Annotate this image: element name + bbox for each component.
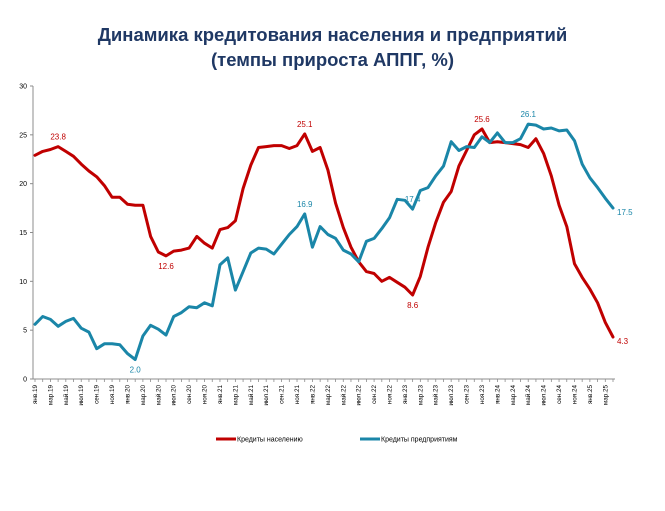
data-label: 26.1 <box>520 110 536 119</box>
x-tick-label: май.19 <box>62 385 70 406</box>
x-tick-label: июл.22 <box>356 385 363 406</box>
x-tick-label: сен.21 <box>279 385 286 404</box>
x-tick-label: янв.25 <box>587 385 594 404</box>
x-tick-label: сен.23 <box>464 385 471 404</box>
x-axis-tick-labels: янв.19 мар.19 май.19 июл.19 сен.19 ноя.19 янв.… <box>32 385 609 406</box>
x-tick-label: сен.24 <box>556 385 563 404</box>
legend-label: Кредиты предприятиям <box>381 437 458 444</box>
data-label: 16.9 <box>297 200 313 209</box>
x-tick-label: сен.22 <box>371 385 378 404</box>
x-tick-label: сен.20 <box>186 385 193 404</box>
y-tick-label: 30 <box>19 84 27 91</box>
data-label: 25.6 <box>474 115 490 124</box>
legend-label: Кредиты населению <box>237 437 303 444</box>
x-tick-label: май.24 <box>524 385 532 406</box>
x-tick-label: мар.21 <box>232 385 239 406</box>
data-label: 17.4 <box>405 195 421 204</box>
y-axis-tick-labels: 0 5 10 15 20 25 30 <box>19 84 27 384</box>
x-tick-label: мар.23 <box>417 385 424 406</box>
x-tick-label: янв.23 <box>402 385 409 404</box>
y-tick-label: 0 <box>23 377 27 384</box>
x-tick-label: июл.23 <box>448 385 455 406</box>
x-tick-label: май.21 <box>247 385 255 406</box>
x-tick-label: июл.21 <box>263 385 270 406</box>
x-tick-label: сен.19 <box>94 385 101 404</box>
y-tick-label: 10 <box>19 279 27 286</box>
x-tick-label: янв.21 <box>217 385 224 404</box>
chart-title: Динамика кредитования населения и предпр… <box>97 24 568 45</box>
axes <box>30 85 615 382</box>
x-tick-label: май.20 <box>154 385 162 406</box>
x-tick-label: мар.19 <box>47 385 54 406</box>
x-tick-label: май.22 <box>339 385 347 406</box>
x-tick-label: ноя.20 <box>202 385 209 405</box>
chart-subtitle: (темпы прироста АППГ, %) <box>210 49 455 70</box>
x-tick-label: ноя.21 <box>294 385 301 405</box>
y-tick-label: 15 <box>19 230 27 237</box>
data-label: 2.0 <box>130 365 142 374</box>
data-label: 4.3 <box>617 337 629 346</box>
x-tick-label: янв.19 <box>32 385 39 404</box>
x-tick-label: мар.20 <box>140 385 147 406</box>
x-tick-label: июл.19 <box>78 385 85 406</box>
x-tick-label: ноя.22 <box>387 385 394 405</box>
series-line-1 <box>33 127 615 339</box>
x-tick-label: мар.24 <box>510 385 517 406</box>
data-label: 25.1 <box>297 120 313 129</box>
y-tick-label: 5 <box>23 328 27 335</box>
series-lines <box>33 122 615 361</box>
data-label: 12.6 <box>158 262 174 271</box>
x-tick-label: июл.24 <box>541 385 548 406</box>
y-tick-label: 20 <box>19 181 27 188</box>
data-label: 17.5 <box>617 208 633 217</box>
data-label: 8.6 <box>407 301 419 310</box>
x-tick-label: июл.20 <box>171 385 178 406</box>
x-tick-label: мар.25 <box>602 385 609 406</box>
series-line-2 <box>33 122 615 361</box>
x-tick-label: май.23 <box>432 385 440 406</box>
x-tick-label: мар.22 <box>325 385 332 406</box>
legend: Кредиты населению Кредиты предприятиям <box>216 437 458 444</box>
x-tick-label: янв.20 <box>124 385 131 404</box>
x-tick-label: янв.24 <box>494 385 501 404</box>
y-tick-label: 25 <box>19 132 27 139</box>
data-labels: 23.8 12.6 25.1 8.6 25.6 4.3 2.0 16.9 17.4 26.1 17.… <box>50 110 633 374</box>
data-label: 23.8 <box>50 133 66 142</box>
x-tick-label: янв.22 <box>309 385 316 404</box>
x-tick-label: ноя.23 <box>479 385 486 405</box>
x-tick-label: ноя.19 <box>109 385 116 405</box>
x-tick-label: ноя.24 <box>571 385 578 405</box>
